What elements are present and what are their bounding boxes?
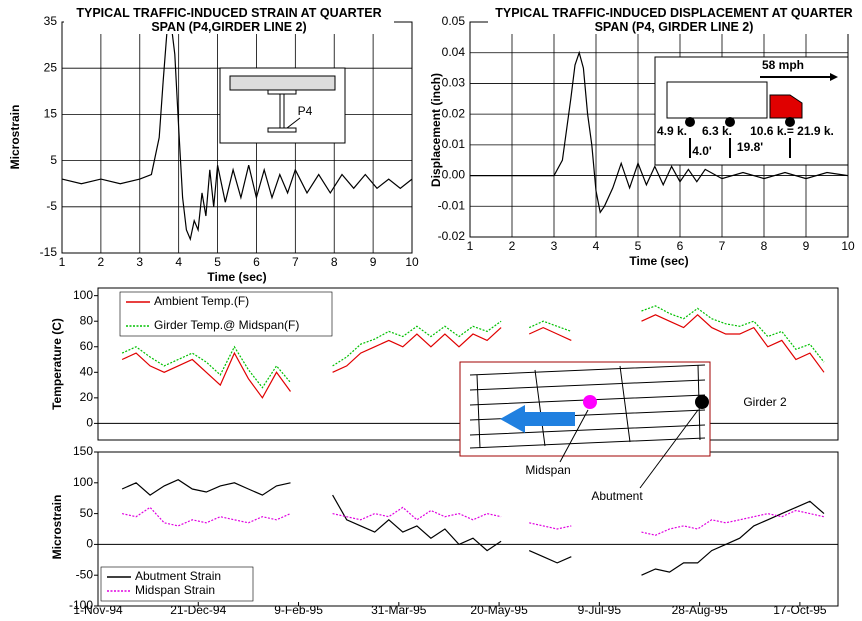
annotation: Girder 2 [743,395,787,409]
x-tick-label: 8 [331,255,338,269]
y-tick-label: 0.02 [442,106,466,120]
x-tick-label: 3 [136,255,143,269]
annotation: 10.6 k.= 21.9 k. [750,124,834,138]
x-axis-label: Time (sec) [207,270,266,284]
x-axis-label: Time (sec) [629,254,688,268]
y-tick-label: 40 [80,364,94,378]
y-tick-label: 20 [80,390,94,404]
y-tick-label: 5 [50,153,57,167]
y-tick-label: -50 [76,567,94,581]
y-tick-label: -15 [40,245,58,259]
x-tick-label: 8 [761,239,768,253]
x-tick-label: 2 [509,239,516,253]
y-tick-label: 25 [44,60,58,74]
x-tick-label: 1 [59,255,66,269]
y-tick-label: 0.01 [442,137,466,151]
y-axis-label: Displacement (inch) [429,73,443,187]
x-tick-label: 3 [551,239,558,253]
x-tick-label: 9 [370,255,377,269]
y-tick-label: 0.05 [442,14,466,28]
y-tick-label: 0 [86,416,93,430]
y-tick-label: 60 [80,339,94,353]
beam-inset [220,68,345,143]
y-tick-label: 35 [44,14,58,28]
y-axis-label: Temperature (C) [50,318,64,410]
y-tick-label: 0 [86,537,93,551]
y-tick-label: 0.03 [442,76,466,90]
y-tick-label: -0.01 [438,198,466,212]
annotation: Abutment [591,489,643,503]
x-tick-label: 7 [292,255,299,269]
x-tick-label: 10 [405,255,419,269]
annotation: 58 mph [762,58,804,72]
figure: -15-5515253512345678910MicrostrainTime (… [0,0,862,621]
legend-label: Ambient Temp.(F) [154,294,249,308]
chart-title: TYPICAL TRAFFIC-INDUCED DISPLACEMENT AT … [488,6,860,34]
y-tick-label: 15 [44,107,58,121]
x-tick-label: 6 [677,239,684,253]
y-tick-label: 150 [73,444,93,458]
x-tick-label: 5 [635,239,642,253]
y-tick-label: 80 [80,313,94,327]
annotation: Midspan [525,463,570,477]
annotation: 6.3 k. [702,124,732,138]
x-tick-label: 6 [253,255,260,269]
legend-label: Abutment Strain [135,569,221,583]
y-tick-label: -5 [46,199,57,213]
y-tick-label: 0.04 [442,45,466,59]
y-axis-label: Microstrain [50,495,64,560]
legend-label: Girder Temp.@ Midspan(F) [154,318,299,332]
y-tick-label: 100 [73,288,93,302]
chart-title: TYPICAL TRAFFIC-INDUCED STRAIN AT QUARTE… [64,6,394,34]
x-tick-label: 2 [98,255,105,269]
x-tick-label: 4 [175,255,182,269]
annotation: 4.9 k. [657,124,687,138]
x-tick-label: 5 [214,255,221,269]
x-tick-label: 10 [841,239,855,253]
y-tick-label: 0.00 [442,168,466,182]
y-tick-label: 100 [73,475,93,489]
annotation: 19.8' [737,140,763,154]
x-tick-label: 4 [593,239,600,253]
annotation: P4 [298,104,313,118]
x-tick-label: 9 [803,239,810,253]
y-axis-label: Microstrain [8,105,22,170]
y-tick-label: 50 [80,506,94,520]
annotation: 4.0' [692,144,712,158]
legend-label: Midspan Strain [135,583,215,597]
chart: -15-5515253512345678910MicrostrainTime (… [0,0,862,621]
x-tick-label: 7 [719,239,726,253]
y-tick-label: -0.02 [438,229,466,243]
x-tick-label: 1 [467,239,474,253]
